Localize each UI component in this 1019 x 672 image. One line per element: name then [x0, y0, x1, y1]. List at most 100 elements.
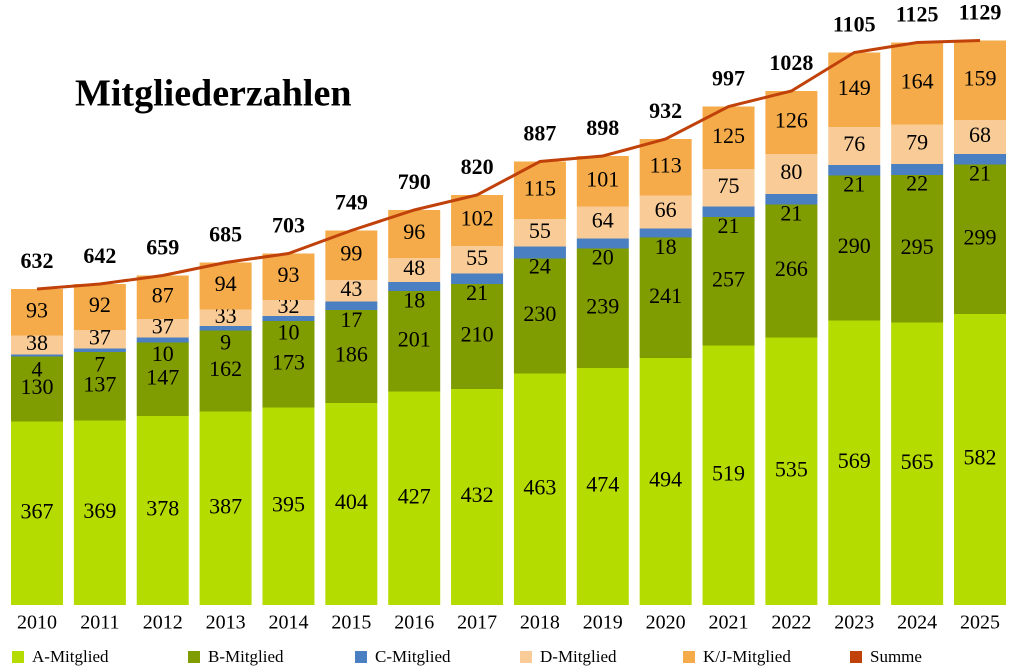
data-label: 21: [780, 200, 802, 225]
x-tick-label: 2017: [457, 612, 497, 634]
bar-segment: [891, 42, 944, 125]
data-label: 369: [83, 498, 116, 523]
bar-segment: [73, 420, 126, 605]
bar-segment: [954, 314, 1006, 605]
data-label: 535: [775, 456, 808, 481]
x-tick-label: 2014: [268, 612, 308, 634]
data-label: 201: [398, 326, 431, 351]
data-label: 64: [592, 208, 614, 233]
data-label: 149: [838, 75, 871, 100]
data-label: 87: [152, 282, 174, 307]
data-label: 38: [26, 330, 48, 355]
bar-segment: [136, 337, 189, 343]
data-label: 18: [655, 234, 677, 259]
data-label: 7: [94, 351, 105, 376]
sum-line: [36, 39, 981, 291]
bar-segment: [388, 282, 441, 291]
legend-label: A-Mitglied: [32, 647, 109, 666]
data-label: 75: [718, 173, 740, 198]
legend-swatch: [683, 651, 695, 663]
bar-segment: [388, 291, 441, 392]
data-label: 22: [906, 171, 928, 196]
data-label: 55: [466, 245, 488, 270]
bar-segment: [451, 273, 504, 284]
bar-segment: [702, 169, 755, 207]
bar-segment: [325, 301, 378, 310]
bar-segment: [828, 52, 881, 127]
sum-label: 642: [83, 243, 116, 268]
sum-label: 749: [335, 190, 368, 215]
data-label: 463: [523, 474, 556, 499]
bar-segment: [11, 335, 63, 355]
bar-segment: [262, 316, 315, 321]
bar-segment: [765, 91, 818, 154]
bar-segment: [136, 416, 189, 605]
data-label: 10: [277, 320, 299, 345]
bar-segment: [513, 246, 566, 259]
x-tick-label: 2012: [143, 612, 183, 634]
x-tick-label: 2021: [709, 612, 749, 634]
bar-segment: [388, 210, 441, 258]
data-label: 569: [838, 448, 871, 473]
sum-label: 790: [398, 169, 431, 194]
data-label: 21: [466, 280, 488, 305]
bar-segment: [73, 284, 126, 330]
data-label: 102: [461, 206, 494, 231]
data-label: 43: [340, 276, 362, 301]
sum-label: 1125: [896, 2, 939, 27]
bar-segment: [702, 206, 755, 217]
data-label: 94: [215, 271, 237, 296]
data-label: 299: [964, 224, 997, 249]
data-label: 404: [335, 489, 368, 514]
data-label: 432: [461, 482, 494, 507]
bar-segment: [891, 175, 944, 323]
bar-segment: [11, 354, 63, 357]
data-label: 9: [220, 329, 231, 354]
data-label: 210: [461, 322, 494, 347]
data-label: 76: [843, 131, 865, 156]
legend-label: D-Mitglied: [540, 647, 617, 666]
bar-segment: [325, 403, 378, 605]
bar-segment: [388, 391, 441, 605]
bar-segment: [11, 289, 63, 336]
x-tick-label: 2025: [960, 612, 1000, 634]
x-tick-label: 2011: [80, 612, 119, 634]
bar-segment: [576, 238, 629, 249]
x-tick-label: 2023: [834, 612, 874, 634]
data-label: 230: [523, 301, 556, 326]
sum-label: 997: [712, 66, 745, 91]
bar-segment: [451, 195, 504, 246]
data-label: 80: [780, 159, 802, 184]
data-label: 21: [969, 160, 991, 185]
data-label: 137: [83, 371, 116, 396]
data-label: 18: [403, 288, 425, 313]
bar-segment: [639, 358, 692, 605]
bar-segment: [136, 275, 189, 319]
x-tick-label: 2015: [331, 612, 371, 634]
data-label: 115: [524, 175, 556, 200]
x-tick-label: 2024: [897, 612, 937, 634]
data-label: 92: [89, 292, 111, 317]
bar-segment: [765, 337, 818, 605]
x-tick-label: 2018: [520, 612, 560, 634]
data-label: 241: [649, 283, 682, 308]
sum-label: 659: [146, 235, 179, 260]
sum-label: 932: [649, 98, 682, 123]
bar-segment: [891, 164, 944, 175]
bar-segment: [765, 194, 818, 205]
data-label: 494: [649, 467, 682, 492]
data-label: 68: [969, 122, 991, 147]
data-label: 173: [272, 349, 305, 374]
bar-segment: [954, 40, 1006, 120]
data-label: 162: [209, 356, 242, 381]
bar-segment: [639, 139, 692, 196]
x-tick-label: 2020: [646, 612, 686, 634]
data-label: 582: [964, 445, 997, 470]
data-label: 378: [146, 496, 179, 521]
data-label: 147: [146, 364, 179, 389]
bar-segment: [576, 248, 629, 368]
sum-label: 898: [586, 115, 619, 140]
bar-segment: [828, 165, 881, 176]
sum-label: 632: [21, 248, 54, 273]
legend-label: B-Mitglied: [208, 647, 284, 666]
